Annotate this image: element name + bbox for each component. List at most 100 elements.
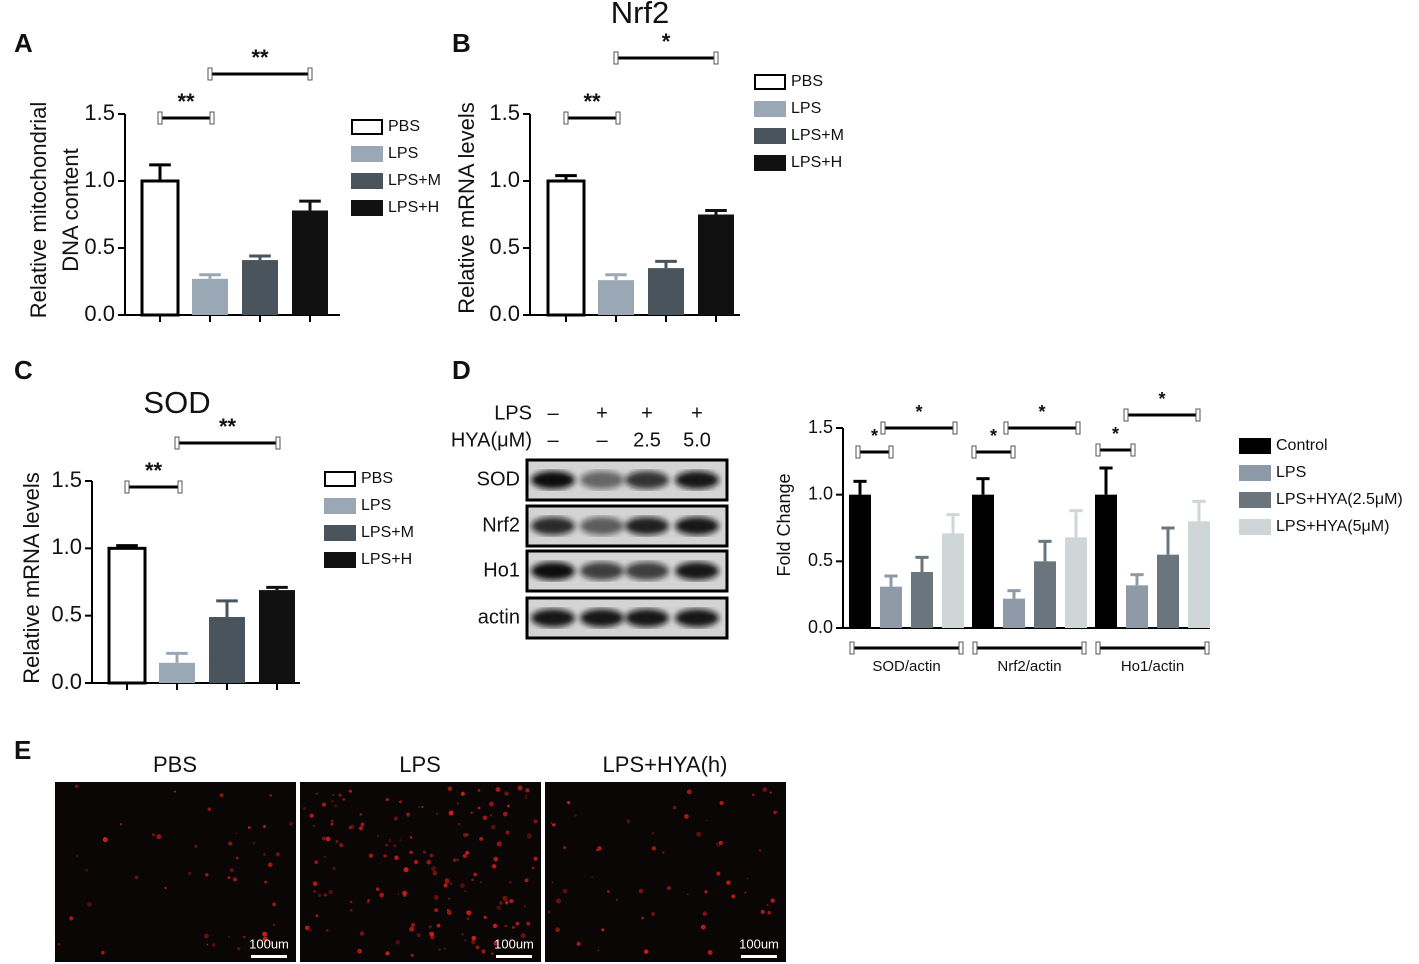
fluorescence-dot [323,855,326,858]
bar [1003,598,1025,628]
fluorescence-dot [615,898,618,901]
fluorescence-dot [769,791,772,794]
band [531,609,575,627]
legend-swatch [324,471,356,487]
fluorescence-dot [457,822,461,826]
y-tick-label: 0.0 [489,301,520,326]
fluorescence-dot [367,899,370,902]
bar [598,280,634,315]
fluorescence-dot [385,798,389,802]
fluorescence-dot [174,790,177,793]
fluorescence-dot [696,831,702,837]
fluorescence-dot [641,916,644,920]
scale-bar [251,955,287,958]
fluorescence-dot [377,834,379,837]
fluorescence-dot [289,821,294,826]
fluorescence-dot [429,931,435,937]
legend-swatch [1239,438,1271,454]
fluorescence-dot [315,792,318,795]
band [580,517,624,535]
fluorescence-dot [576,941,581,946]
significance-label: ** [145,458,163,483]
fluorescence-dot [360,822,365,827]
band-label: Nrf2 [482,514,520,536]
legend-label: LPS+M [791,127,844,144]
band [675,562,719,580]
legend-swatch [351,146,383,162]
fluorescence-dot [267,862,273,868]
fluorescence-dot [207,807,212,811]
fluorescence-dot [206,943,209,946]
fluorescence-dot [719,801,724,806]
fluorescence-dot [662,851,665,854]
fluorescence-dot [228,936,230,938]
fluorescence-dot [76,854,79,858]
fluorescence-dot [480,881,482,884]
significance-bracket-end [207,67,213,81]
fluorescence-dot [643,949,649,954]
fluorescence-dot [323,893,327,897]
band [580,562,624,580]
fluorescence-dot [394,855,399,861]
fluorescence-dot [272,923,275,926]
legend-swatch [1239,465,1271,481]
band [625,562,669,580]
fluorescence-dot [507,804,510,808]
fluorescence-dot [325,929,329,932]
band [625,609,669,627]
fluorescence-dot [332,794,335,796]
fluorescence-dot [235,856,239,860]
lane-label: 2.5 [633,429,661,451]
lane-label: + [641,402,653,424]
bar [242,260,278,315]
fluorescence-dot [325,836,331,842]
fluorescence-dot [483,915,487,919]
fluorescence-dot [464,890,467,893]
fluorescence-dot [313,890,316,893]
fluorescence-dot [672,805,677,810]
fluorescence-dot [509,899,514,904]
bar [546,179,586,317]
bar [648,268,684,315]
group-bracket-end [1204,641,1210,655]
significance-bracket-end [1195,408,1201,422]
fluorescence-dot [403,867,409,873]
lane-label: + [596,402,608,424]
fluorescence-dot [430,866,437,872]
fluorescence-dot [562,888,568,894]
legend-label: Control [1276,437,1328,454]
fluorescence-dot [446,909,450,912]
fluorescence-dot [505,900,509,905]
fluorescence-dot [302,807,306,811]
band [580,609,624,627]
y-axis-label: Relative mRNA levels [454,102,479,314]
fluorescence-dot [526,921,531,926]
fluorescence-dot [397,893,400,895]
fluorescence-dot [555,927,560,933]
scale-bar [741,955,777,958]
fluorescence-dot [393,844,397,848]
fluorescence-dot [489,801,494,807]
y-axis-label: DNA content [58,148,83,272]
significance-bracket-end [1075,421,1081,435]
fluorescence-dot [366,900,370,904]
fluorescence-dot [493,941,499,946]
fluorescence-dot [567,801,571,805]
fluorescence-dot [270,940,273,944]
treatment-label: HYA(μM) [451,429,532,451]
legend-label: LPS [388,145,418,162]
legend-swatch [351,200,383,216]
fluorescence-dot [312,824,316,828]
significance-bracket-end [209,111,215,125]
fluorescence-dot [203,933,209,939]
fluorescence-dot [338,793,342,797]
fluorescence-dot [429,853,434,858]
fluorescence-dot [188,871,192,876]
chart-title: Nrf2 [611,0,670,30]
fluorescence-dot [432,870,437,876]
x-tick-label: Ho1/actin [1121,658,1184,675]
legend-label: LPS [791,100,821,117]
fluorescence-dot [102,837,108,843]
significance-bracket-end [613,51,619,65]
